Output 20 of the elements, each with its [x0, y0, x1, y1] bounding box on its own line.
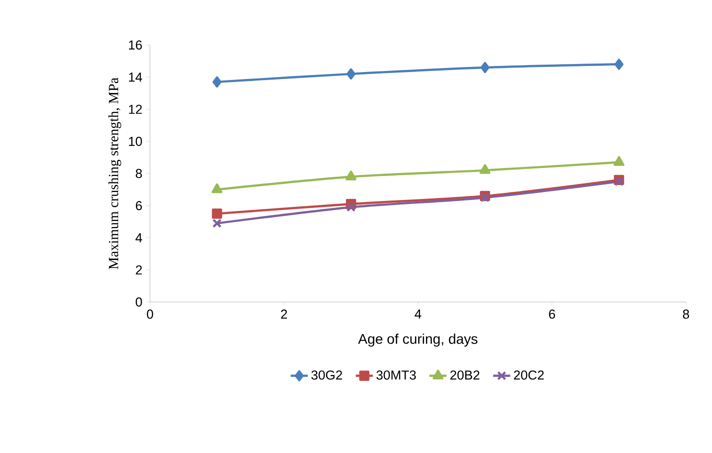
y-tick-label: 6 — [136, 201, 142, 210]
y-tick-label: 14 — [128, 72, 142, 82]
x-tick-label: 6 — [549, 310, 556, 319]
y-tick-label: 16 — [128, 40, 142, 50]
y-tick-label: 2 — [136, 265, 142, 274]
x-tick-label: 8 — [682, 310, 690, 319]
y-tick-label: 0 — [136, 297, 142, 307]
y-axis-title: Maximum crushing strength, MPa — [108, 78, 122, 270]
x-tick-label: 2 — [281, 310, 287, 319]
x-axis-title: Age of curing, days — [358, 334, 478, 347]
y-tick-label: 10 — [128, 136, 142, 146]
legend-label: 20C2 — [514, 370, 544, 380]
y-tick-label: 4 — [136, 233, 142, 242]
legend-label: 30G2 — [311, 370, 342, 380]
legend-label: 30MT3 — [376, 370, 416, 380]
x-tick-label: 4 — [414, 310, 422, 318]
y-tick-label: 8 — [136, 168, 142, 178]
x-tick-label: 0 — [146, 310, 154, 319]
y-tick-label: 12 — [128, 104, 142, 114]
legend-label: 20B2 — [450, 370, 480, 380]
